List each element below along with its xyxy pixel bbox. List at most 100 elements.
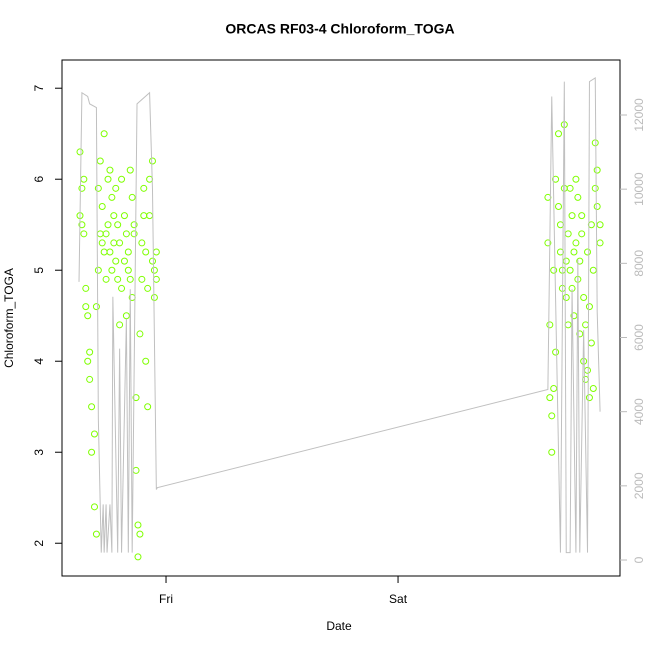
- y-tick-label: 2: [32, 540, 46, 547]
- point: [142, 248, 150, 256]
- y-axis-label: Chloroform_TOGA: [2, 268, 16, 368]
- y2-tick-label: 2000: [632, 472, 646, 499]
- point: [580, 294, 588, 302]
- point: [108, 266, 116, 274]
- y2-tick-label: 4000: [632, 398, 646, 425]
- y2-tick-label: 10000: [632, 172, 646, 206]
- point: [102, 230, 110, 238]
- point: [556, 248, 564, 256]
- point: [108, 193, 116, 201]
- plot-frame: [61, 59, 621, 577]
- point: [112, 184, 120, 192]
- point: [112, 257, 120, 265]
- point: [92, 530, 100, 538]
- point: [150, 266, 158, 274]
- point: [596, 221, 604, 229]
- point: [86, 375, 94, 383]
- point: [546, 321, 554, 329]
- x-tick-label: Sat: [389, 592, 408, 606]
- point: [568, 212, 576, 220]
- point: [546, 394, 554, 402]
- point: [100, 130, 108, 138]
- point: [144, 284, 152, 292]
- point: [104, 221, 112, 229]
- point: [593, 203, 601, 211]
- y-tick-label: 4: [32, 358, 46, 365]
- point: [552, 348, 560, 356]
- point: [591, 139, 599, 147]
- y-tick-label: 3: [32, 449, 46, 456]
- point: [570, 248, 578, 256]
- point: [92, 303, 100, 311]
- point: [555, 130, 563, 138]
- point: [120, 212, 128, 220]
- point: [94, 184, 102, 192]
- point: [589, 385, 597, 393]
- point: [114, 221, 122, 229]
- point: [140, 184, 148, 192]
- point: [116, 321, 124, 329]
- point: [124, 248, 132, 256]
- point: [552, 175, 560, 183]
- point: [576, 330, 584, 338]
- y-tick-label: 7: [32, 85, 46, 92]
- point: [78, 221, 86, 229]
- point: [591, 184, 599, 192]
- point: [114, 275, 122, 283]
- point: [80, 230, 88, 238]
- point: [120, 257, 128, 265]
- point: [576, 257, 584, 265]
- point: [130, 230, 138, 238]
- x-axis-label: Date: [326, 619, 352, 633]
- point: [566, 266, 574, 274]
- point: [96, 157, 104, 165]
- point: [102, 275, 110, 283]
- point: [148, 257, 156, 265]
- point: [572, 239, 580, 247]
- point: [593, 166, 601, 174]
- y-tick-label: 5: [32, 267, 46, 274]
- point: [126, 275, 134, 283]
- point: [585, 303, 593, 311]
- point: [118, 175, 126, 183]
- point: [90, 503, 98, 511]
- point: [134, 553, 142, 561]
- point: [104, 175, 112, 183]
- y2-tick-label: 8000: [632, 250, 646, 277]
- point: [122, 312, 130, 320]
- point: [82, 284, 90, 292]
- point: [82, 303, 90, 311]
- point: [138, 239, 146, 247]
- point: [86, 348, 94, 356]
- line: [78, 77, 601, 554]
- point: [566, 184, 574, 192]
- point: [574, 193, 582, 201]
- y2-tick-label: 6000: [632, 324, 646, 351]
- point: [584, 248, 592, 256]
- point: [578, 230, 586, 238]
- point: [585, 394, 593, 402]
- point: [134, 521, 142, 529]
- point: [128, 193, 136, 201]
- point: [124, 266, 132, 274]
- point: [78, 184, 86, 192]
- point: [578, 212, 586, 220]
- point: [98, 239, 106, 247]
- y2-tick-label: 0: [632, 556, 646, 563]
- point: [136, 330, 144, 338]
- point: [116, 239, 124, 247]
- point: [84, 312, 92, 320]
- point: [562, 294, 570, 302]
- point: [144, 403, 152, 411]
- point: [122, 230, 130, 238]
- point: [106, 248, 114, 256]
- point: [548, 448, 556, 456]
- y-tick-label: 6: [32, 176, 46, 183]
- point: [98, 203, 106, 211]
- point: [138, 275, 146, 283]
- point: [84, 357, 92, 365]
- y2-tick-label: 12000: [632, 98, 646, 132]
- point: [76, 148, 84, 156]
